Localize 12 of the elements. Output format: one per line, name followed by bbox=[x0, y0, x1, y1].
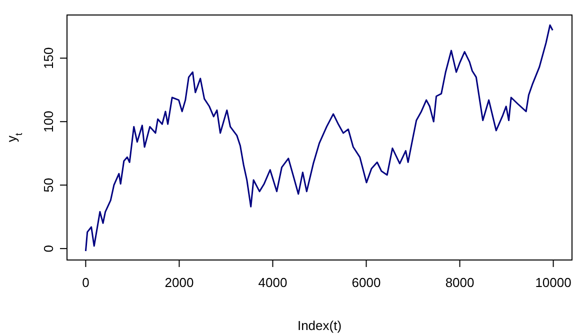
x-tick-label: 2000 bbox=[164, 275, 194, 290]
y-tick-label: 50 bbox=[41, 178, 56, 192]
y-tick-label: 100 bbox=[41, 110, 56, 132]
x-axis-title: Index(t) bbox=[297, 318, 342, 333]
y-tick-label: 150 bbox=[41, 47, 56, 70]
x-tick-label: 0 bbox=[82, 275, 90, 290]
x-tick-label: 4000 bbox=[258, 275, 288, 290]
line-series bbox=[84, 24, 554, 252]
y-tick-label: 0 bbox=[41, 244, 56, 252]
x-tick-label: 10000 bbox=[535, 275, 572, 290]
x-tick-label: 8000 bbox=[445, 275, 474, 290]
x-tick-label: 6000 bbox=[352, 275, 381, 290]
